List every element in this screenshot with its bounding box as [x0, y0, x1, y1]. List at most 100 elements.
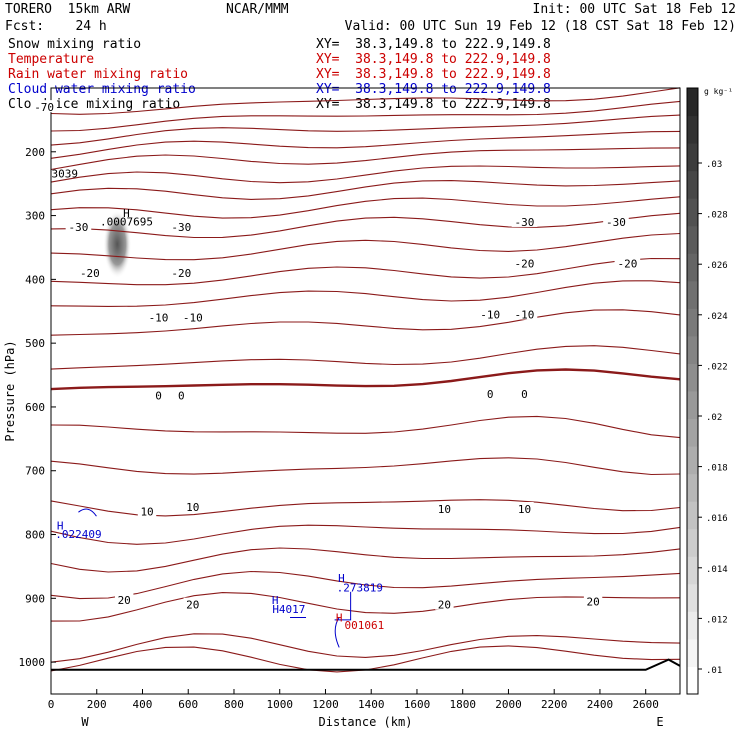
x-tick-label: 0	[48, 698, 55, 711]
temperature-contour-label: -30	[171, 221, 191, 234]
colorbar-segment	[687, 529, 698, 557]
temperature-contour-label: 20	[438, 599, 451, 612]
temperature-contour-label: -20	[617, 257, 637, 270]
colorbar-segment	[687, 501, 698, 529]
temperature-contour	[51, 88, 680, 115]
cloud-water-contour	[78, 509, 96, 516]
colorbar-segment	[687, 391, 698, 419]
colorbar-segment	[687, 226, 698, 254]
temperature-contour-label: 10	[438, 503, 451, 516]
temperature-contour	[51, 115, 680, 145]
temperature-contour-label: 0	[487, 388, 494, 401]
colorbar-tick-label: .01	[706, 666, 722, 676]
colorbar-tick-label: .02	[706, 413, 722, 423]
temperature-contour-label: 10	[186, 501, 199, 514]
x-tick-label: 400	[133, 698, 153, 711]
temperature-contour	[51, 310, 680, 335]
colorbar-segment	[687, 363, 698, 391]
colorbar-segment	[687, 666, 698, 694]
colorbar-segment	[687, 88, 698, 116]
colorbar-segment	[687, 336, 698, 364]
extremum-mark: 3039	[51, 167, 78, 180]
y-tick-label: 700	[25, 465, 45, 478]
colorbar-tick-label: .03	[706, 160, 722, 170]
temperature-contour	[51, 131, 680, 158]
temperature-contour	[51, 525, 680, 544]
x-tick-label: 200	[87, 698, 107, 711]
colorbar-segment	[687, 474, 698, 502]
temperature-contour-label: -20	[515, 257, 535, 270]
colorbar-segment	[687, 446, 698, 474]
extremum-mark: H4017	[272, 603, 305, 616]
colorbar-tick-label: .022	[706, 362, 728, 372]
temperature-contour-label: 0	[178, 389, 185, 402]
y-tick-label: 1000	[19, 656, 46, 669]
extremum-mark: .273819	[337, 581, 383, 594]
y-tick-label: 600	[25, 401, 45, 414]
x-tick-label: 600	[178, 698, 198, 711]
temperature-contour-label: 20	[586, 596, 599, 609]
colorbar-tick-label: .012	[706, 615, 728, 625]
colorbar-segment	[687, 556, 698, 584]
x-tick-label: 1200	[312, 698, 339, 711]
y-tick-label: 800	[25, 529, 45, 542]
temperature-contour-label: -20	[171, 267, 191, 280]
temperature-contour	[51, 346, 680, 369]
colorbar-segment	[687, 308, 698, 336]
temperature-contour	[51, 234, 680, 260]
temperature-contour	[51, 148, 680, 170]
temperature-contour-label: 0	[155, 389, 162, 402]
x-end-label-west: W	[81, 715, 89, 729]
temperature-contour-label: -70	[34, 101, 54, 114]
colorbar-segment	[687, 281, 698, 309]
temperature-contour-label: -30	[69, 221, 89, 234]
colorbar-segment	[687, 198, 698, 226]
colorbar-segment	[687, 171, 698, 199]
y-tick-label: 500	[25, 337, 45, 350]
colorbar-tick-label: .028	[706, 211, 728, 221]
temperature-contour-label: 10	[140, 506, 153, 519]
temperature-contour-label: -10	[515, 308, 535, 321]
temperature-contour	[51, 166, 680, 183]
colorbar-tick-label: .016	[706, 514, 728, 524]
terrain-line	[51, 660, 680, 670]
colorbar-tick-label: .018	[706, 464, 728, 474]
temperature-contour-label: -20	[80, 267, 100, 280]
temperature-contour-label: 10	[518, 503, 531, 516]
temperature-contour	[51, 548, 680, 572]
extremum-mark: .0007695	[100, 215, 153, 228]
colorbar-segment	[687, 584, 698, 612]
temperature-contour	[51, 646, 680, 672]
extremum-mark: .022409	[55, 528, 101, 541]
y-tick-label: 200	[25, 146, 45, 159]
temperature-contour-label: 20	[118, 594, 131, 607]
colorbar-tick-label: .026	[706, 261, 728, 271]
colorbar-segment	[687, 419, 698, 447]
temperature-contour	[51, 634, 680, 662]
temperature-contour-label: 0	[521, 388, 528, 401]
x-tick-label: 800	[224, 698, 244, 711]
temperature-contour	[51, 458, 680, 475]
temperature-contour	[51, 416, 680, 437]
temperature-contour	[51, 259, 680, 285]
x-tick-label: 1000	[266, 698, 293, 711]
colorbar-tick-label: .024	[706, 312, 728, 322]
x-tick-label: 1800	[449, 698, 476, 711]
colorbar-segment	[687, 116, 698, 144]
colorbar-segment	[687, 639, 698, 667]
temperature-contour-label: -10	[480, 308, 500, 321]
x-end-label-east: E	[656, 715, 663, 729]
colorbar-tick-label: .014	[706, 565, 728, 575]
temperature-contour-label: 20	[186, 599, 199, 612]
x-tick-label: 2000	[495, 698, 522, 711]
temperature-contour	[51, 370, 680, 390]
x-tick-label: 1600	[404, 698, 431, 711]
extremum-mark: 001061	[344, 619, 384, 632]
y-tick-label: 400	[25, 273, 45, 286]
colorbar-segment	[687, 611, 698, 639]
temperature-contour-label: -30	[515, 216, 535, 229]
x-tick-label: 1400	[358, 698, 385, 711]
temperature-contour	[51, 101, 680, 131]
y-axis-label: Pressure (hPa)	[3, 340, 17, 441]
